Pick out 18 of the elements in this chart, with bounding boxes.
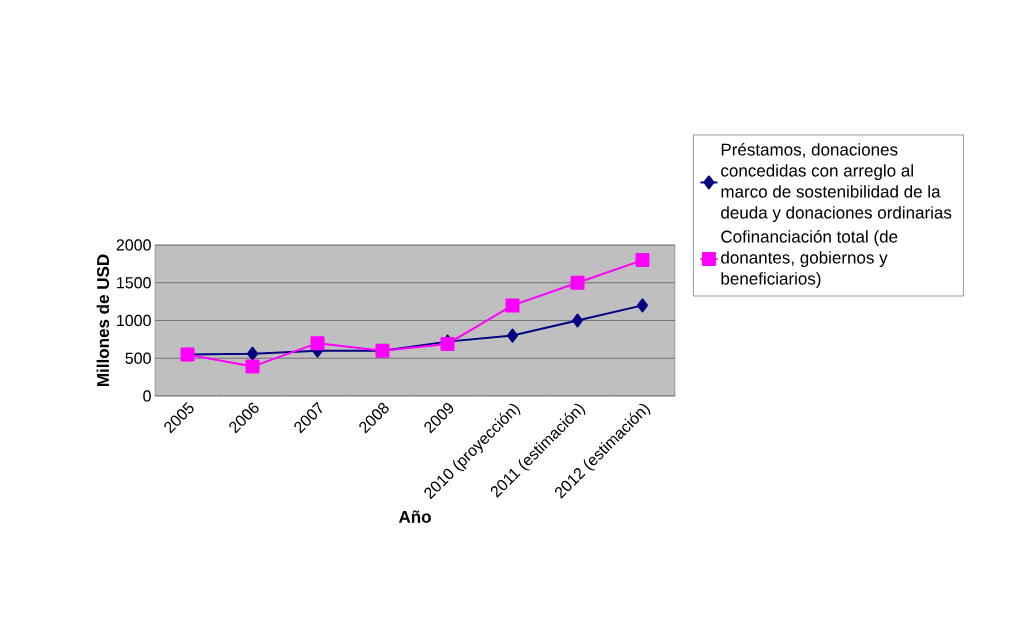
legend-label: Cofinanciación total (de donantes, gobiernos y beneficiarios) [721,229,898,289]
point [310,336,325,351]
point [507,328,519,343]
legend-label: Préstamos, donaciones concedidas con arreglo al marco de sostenibilidad de la deuda y donaciones ordinarias [721,142,952,222]
y-tick-label: 1000 [117,314,151,327]
point [245,359,260,374]
point [637,298,649,313]
point [572,313,584,328]
point [570,275,585,290]
x-axis-title: Año [398,510,431,523]
y-tick-label: 2000 [116,239,151,251]
point [505,298,520,313]
y-tick-label: 0 [143,390,151,402]
y-tick-label: 1500 [117,277,151,289]
y-axis-title: Millones de USD [96,254,110,386]
point [247,346,259,361]
point [635,253,650,268]
y-tick-label: 500 [125,352,151,364]
